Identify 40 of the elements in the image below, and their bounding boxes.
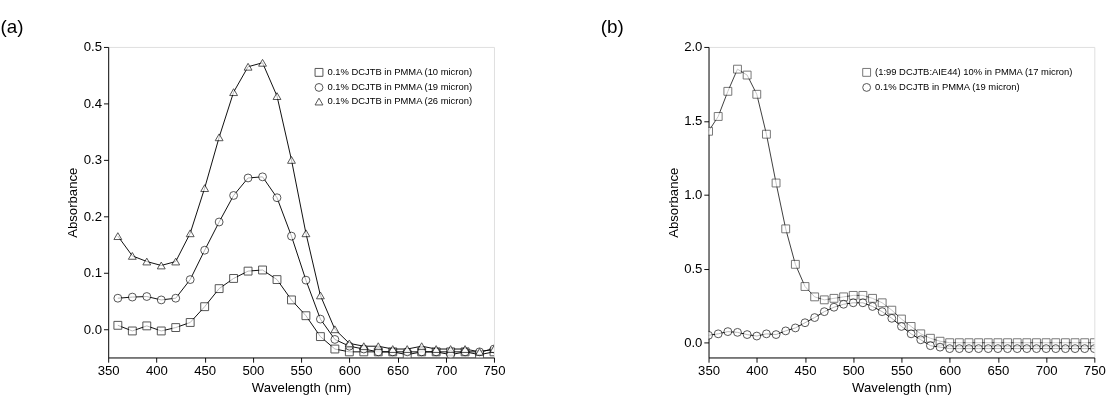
x-tick-label: 450 [194, 362, 217, 378]
y-axis-title: Absorbance [665, 167, 681, 238]
y-tick-label: 1.5 [684, 113, 703, 129]
legend-label: 0.1% DCJTB in PMMA (10 micron) [327, 66, 473, 78]
x-tick-label: 400 [746, 362, 769, 378]
y-tick-label: 2.0 [684, 39, 703, 55]
y-tick-label: 0.4 [83, 95, 103, 111]
x-tick-label: 400 [145, 362, 168, 378]
legend-label: 0.1% DCJTB in PMMA (26 micron) [327, 95, 473, 107]
x-tick-label: 350 [698, 362, 720, 378]
x-tick-label: 500 [242, 362, 265, 378]
legend-label: 0.1% DCJTB in PMMA (19 micron) [875, 81, 1020, 93]
y-tick-label: 0.0 [684, 334, 703, 350]
y-tick-label: 1.0 [684, 187, 703, 203]
x-tick-label: 500 [842, 362, 865, 378]
x-tick-label: 700 [435, 362, 458, 378]
x-axis-title: Wavelength (nm) [251, 379, 352, 395]
x-tick-label: 450 [794, 362, 817, 378]
x-tick-label: 350 [97, 362, 120, 378]
chart-title: (a) [0, 15, 24, 37]
x-tick-label: 550 [290, 362, 313, 378]
legend-label: 0.1% DCJTB in PMMA (19 micron) [327, 81, 473, 93]
y-tick-label: 0.5 [83, 39, 103, 55]
x-tick-label: 650 [387, 362, 410, 378]
x-tick-label: 650 [987, 362, 1010, 378]
x-tick-label: 600 [338, 362, 361, 378]
x-tick-label: 750 [483, 362, 506, 378]
y-tick-label: 0.5 [684, 261, 703, 277]
legend-label: (1:99 DCJTB:AIE44) 10% in PMMA (17 micron) [875, 66, 1073, 78]
y-tick-label: 0.3 [83, 152, 103, 168]
y-tick-label: 0.2 [83, 208, 103, 224]
x-tick-label: 700 [1035, 362, 1058, 378]
x-axis-title: Wavelength (nm) [852, 379, 952, 395]
x-tick-label: 750 [1083, 362, 1106, 378]
y-axis-title: Absorbance [65, 167, 81, 238]
x-tick-label: 600 [939, 362, 962, 378]
chart-title: (b) [600, 15, 624, 37]
x-tick-label: 550 [890, 362, 913, 378]
y-tick-label: 0.0 [83, 321, 103, 337]
y-tick-label: 0.1 [83, 265, 103, 281]
